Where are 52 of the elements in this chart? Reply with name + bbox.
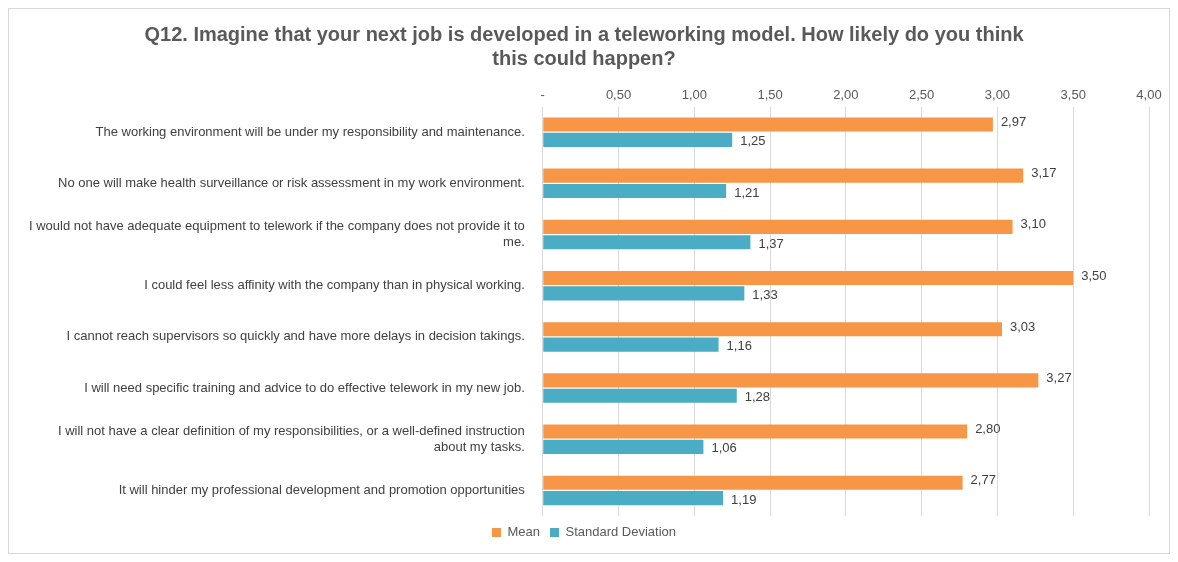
data-label: 2,77 [970, 472, 996, 488]
data-label: 2,97 [1000, 114, 1027, 130]
data-label: 1,28 [744, 389, 771, 405]
data-label: 3,10 [1020, 216, 1046, 232]
data-label: 1,33 [752, 286, 778, 302]
data-label: 1,37 [758, 235, 784, 251]
bar [543, 168, 1024, 183]
y-tick-label: The working environment will be under my responsibility and maintenance. [95, 123, 525, 139]
data-label: 3,27 [1046, 369, 1072, 385]
x-tick-label: 3,00 [984, 87, 1011, 103]
bar [543, 491, 724, 506]
y-tick-label: I could feel less affinity with the company than in physical working. [144, 277, 525, 293]
y-tick-label: I will need specific training and advice to do effective telework in my new job. [84, 379, 525, 395]
bar [543, 132, 733, 147]
data-label: 3,50 [1081, 267, 1107, 283]
data-label: 1,16 [726, 338, 752, 354]
data-label: 3,03 [1009, 318, 1036, 334]
y-tick-label: I cannot reach supervisors so quickly and have more delays in decision takings. [66, 328, 525, 344]
bar [543, 219, 1013, 234]
bar [543, 388, 737, 403]
bar [543, 439, 704, 454]
x-tick-label: - [540, 87, 545, 103]
x-tick-label: 1,50 [757, 87, 783, 103]
data-label: 1,21 [734, 184, 760, 200]
bar [543, 270, 1074, 286]
legend-label: Mean [507, 524, 540, 540]
chart-title: Q12. Imagine that your next job is developed in a teleworking model. How likely do you think this could happen? [144, 22, 1025, 69]
data-label: 1,06 [711, 440, 737, 456]
legend-label: Standard Deviation [565, 524, 677, 540]
y-tick-label: I will not have a clear definition of my responsibilities, or a well-defined instruction about my tasks. [57, 423, 525, 454]
data-label: 2,80 [975, 421, 1001, 437]
bar [543, 235, 751, 250]
y-tick-label: It will hinder my professional development and promotion opportunities [118, 481, 526, 497]
bar [543, 183, 727, 199]
data-label: 1,19 [731, 491, 757, 507]
x-tick-label: 3,50 [1060, 87, 1086, 103]
bar [543, 373, 1039, 388]
x-tick-label: 2,00 [833, 87, 859, 103]
x-tick-label: 4,00 [1136, 87, 1162, 103]
data-label: 1,25 [740, 133, 766, 149]
y-tick-label: I would not have adequate equipment to telework if the company does not provide it to me. [28, 218, 525, 249]
x-tick-label: 2,50 [909, 87, 935, 103]
bar [543, 424, 968, 439]
bar [543, 286, 745, 301]
bar [543, 117, 993, 132]
bar [543, 322, 1002, 337]
data-label: 3,17 [1031, 165, 1057, 181]
x-tick-label: 1,00 [681, 87, 707, 103]
bar [543, 475, 963, 490]
y-tick-label: No one will make health surveillance or risk assessment in my work environment. [58, 174, 525, 190]
bar [543, 337, 719, 352]
x-tick-label: 0,50 [605, 87, 632, 103]
